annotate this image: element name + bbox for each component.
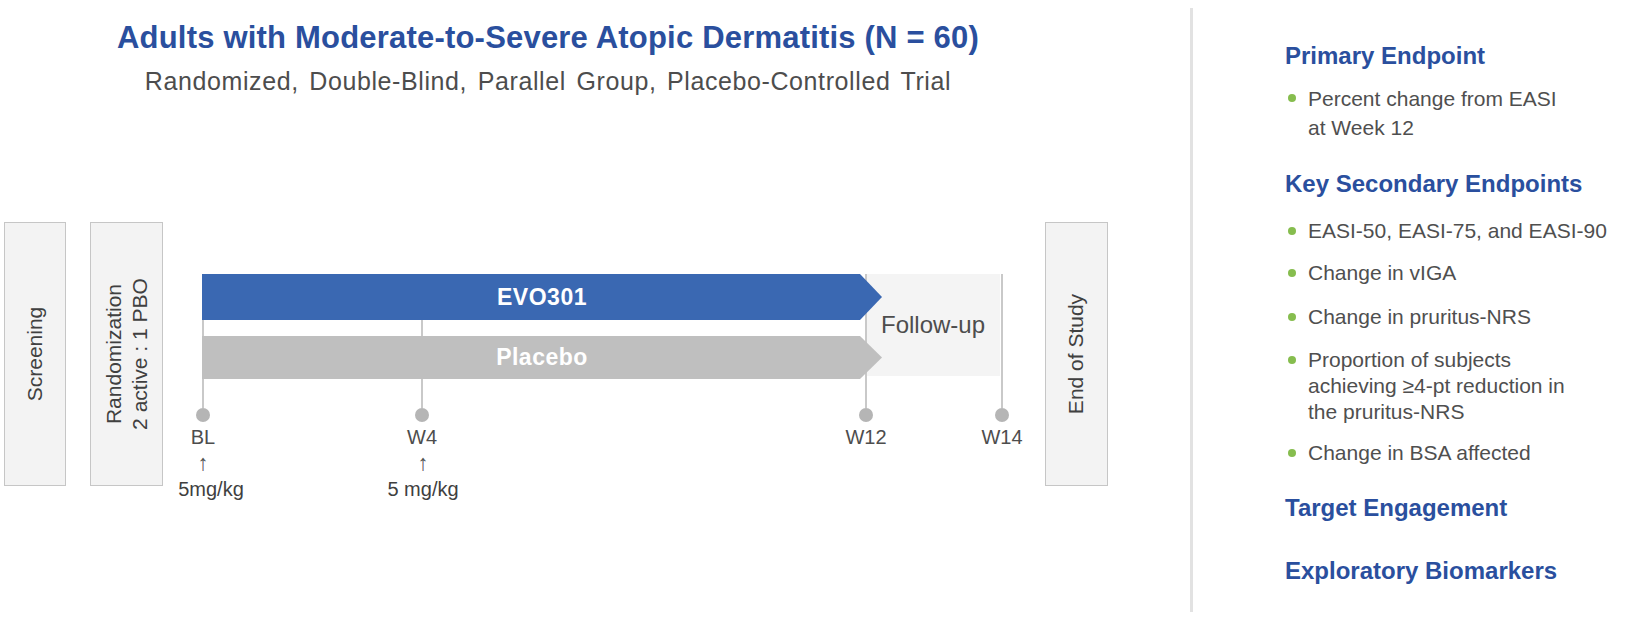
end-of-study-box: End of Study	[1045, 222, 1108, 486]
timeline-stem-w14	[1001, 274, 1003, 408]
bullet-text: at Week 12	[1308, 113, 1645, 142]
active-arm-arrow: EVO301	[202, 274, 882, 320]
bullet-text: Proportion of subjects	[1308, 347, 1645, 373]
secondary-endpoint-bullet: Change in vIGA	[1285, 260, 1645, 286]
timepoint-label-w12: W12	[826, 426, 906, 449]
followup-box: Follow-up	[866, 274, 1000, 376]
bullet-text: Change in BSA affected	[1308, 440, 1645, 466]
up-arrow-icon: ↑	[183, 450, 223, 476]
timepoint-label-w4: W4	[382, 426, 462, 449]
up-arrow-icon: ↑	[403, 450, 443, 476]
active-arm-label: EVO301	[497, 284, 587, 311]
bullet-text: achieving ≥4-pt reduction in	[1308, 373, 1645, 399]
bullet-text: the pruritus-NRS	[1308, 399, 1645, 425]
screening-box: Screening	[4, 222, 66, 486]
timeline-dot-w4	[415, 408, 429, 422]
dose-label-bl: 5mg/kg	[146, 478, 276, 501]
placebo-arm-label: Placebo	[496, 344, 588, 371]
bullet-icon	[1288, 269, 1296, 277]
primary-endpoint-bullet: Percent change from EASI at Week 12	[1285, 84, 1645, 142]
bullet-text: Change in pruritus-NRS	[1308, 304, 1645, 330]
section-divider	[1190, 8, 1193, 612]
timeline-dot-w12	[859, 408, 873, 422]
randomization-line2: 2 active : 1 PBO	[127, 278, 153, 430]
timeline-dot-w14	[995, 408, 1009, 422]
timepoint-label-bl: BL	[163, 426, 243, 449]
bullet-icon	[1288, 356, 1296, 364]
timeline-dot-bl	[196, 408, 210, 422]
trial-design-slide: Adults with Moderate-to-Severe Atopic De…	[0, 0, 1646, 626]
bullet-icon	[1288, 94, 1296, 102]
bullet-icon	[1288, 449, 1296, 457]
primary-endpoint-heading: Primary Endpoint	[1285, 42, 1645, 70]
end-of-study-label: End of Study	[1064, 294, 1090, 414]
bullet-icon	[1288, 227, 1296, 235]
placebo-arm-arrow: Placebo	[202, 336, 882, 379]
bullet-text: Percent change from EASI	[1308, 84, 1645, 113]
exploratory-biomarkers-heading: Exploratory Biomarkers	[1285, 557, 1645, 585]
secondary-endpoint-bullet: EASI-50, EASI-75, and EASI-90	[1285, 218, 1645, 244]
secondary-endpoint-bullet: Change in BSA affected	[1285, 440, 1645, 466]
bullet-icon	[1288, 313, 1296, 321]
randomization-label: Randomization 2 active : 1 PBO	[101, 278, 153, 430]
secondary-endpoint-bullet: Proportion of subjects achieving ≥4-pt r…	[1285, 347, 1645, 425]
page-title: Adults with Moderate-to-Severe Atopic De…	[0, 20, 1096, 56]
target-engagement-heading: Target Engagement	[1285, 494, 1645, 522]
page-subtitle: Randomized, Double-Blind, Parallel Group…	[0, 67, 1096, 96]
timepoint-label-w14: W14	[962, 426, 1042, 449]
followup-label: Follow-up	[881, 311, 985, 339]
bullet-text: Change in vIGA	[1308, 260, 1645, 286]
randomization-line1: Randomization	[101, 278, 127, 430]
randomization-box: Randomization 2 active : 1 PBO	[90, 222, 163, 486]
key-secondary-endpoints-heading: Key Secondary Endpoints	[1285, 170, 1645, 198]
secondary-endpoint-bullet: Change in pruritus-NRS	[1285, 304, 1645, 330]
screening-label: Screening	[22, 307, 48, 402]
dose-label-w4: 5 mg/kg	[358, 478, 488, 501]
bullet-text: EASI-50, EASI-75, and EASI-90	[1308, 218, 1645, 244]
